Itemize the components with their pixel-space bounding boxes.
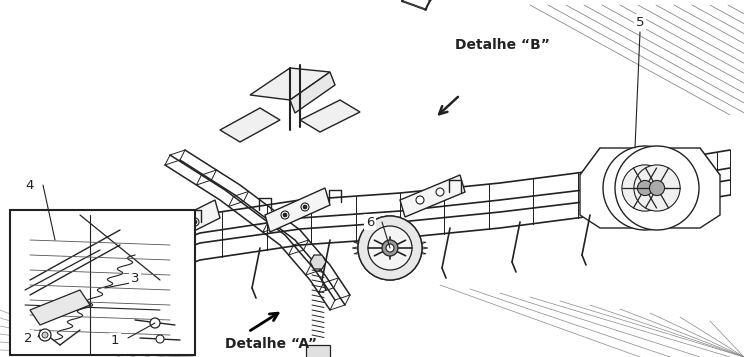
Circle shape <box>615 146 699 230</box>
Polygon shape <box>398 230 402 233</box>
Circle shape <box>436 188 444 196</box>
Polygon shape <box>398 263 402 266</box>
Circle shape <box>638 180 652 196</box>
Polygon shape <box>55 210 95 280</box>
Circle shape <box>416 196 424 204</box>
Polygon shape <box>265 188 330 232</box>
Text: 6: 6 <box>366 216 374 228</box>
Polygon shape <box>359 256 365 259</box>
Polygon shape <box>414 237 421 240</box>
Polygon shape <box>306 345 330 357</box>
Polygon shape <box>359 237 365 240</box>
Polygon shape <box>310 255 326 269</box>
Polygon shape <box>368 233 373 236</box>
Polygon shape <box>220 108 280 142</box>
Text: Detalhe “B”: Detalhe “B” <box>455 38 550 52</box>
Polygon shape <box>407 233 412 236</box>
Circle shape <box>368 226 412 270</box>
Circle shape <box>358 216 422 280</box>
Circle shape <box>67 257 77 267</box>
Polygon shape <box>414 256 421 259</box>
Circle shape <box>303 205 307 209</box>
Polygon shape <box>580 148 720 228</box>
Polygon shape <box>378 230 382 233</box>
Circle shape <box>150 318 160 328</box>
Text: Detalhe “A”: Detalhe “A” <box>225 337 317 351</box>
Text: 1: 1 <box>111 335 119 347</box>
Polygon shape <box>400 175 465 217</box>
Circle shape <box>622 165 668 211</box>
Circle shape <box>603 146 687 230</box>
Polygon shape <box>388 264 392 267</box>
Text: 3: 3 <box>131 272 139 285</box>
Polygon shape <box>378 263 382 266</box>
Circle shape <box>301 203 309 211</box>
Circle shape <box>193 220 197 224</box>
Polygon shape <box>388 229 392 232</box>
Polygon shape <box>420 252 426 254</box>
Circle shape <box>634 165 680 211</box>
Polygon shape <box>354 242 360 244</box>
Polygon shape <box>407 260 412 263</box>
Polygon shape <box>422 247 428 249</box>
Polygon shape <box>420 242 426 244</box>
Polygon shape <box>55 210 92 242</box>
Circle shape <box>382 240 398 256</box>
Polygon shape <box>300 100 360 132</box>
Polygon shape <box>250 68 330 100</box>
Text: 2: 2 <box>24 332 32 345</box>
Polygon shape <box>10 210 195 355</box>
Circle shape <box>281 211 289 219</box>
Circle shape <box>173 228 177 232</box>
Polygon shape <box>30 290 90 325</box>
Circle shape <box>386 244 394 252</box>
Text: 5: 5 <box>636 15 644 29</box>
Circle shape <box>67 237 77 247</box>
Circle shape <box>39 329 51 341</box>
Circle shape <box>650 180 664 196</box>
Polygon shape <box>352 247 358 249</box>
Text: 4: 4 <box>26 178 34 191</box>
Polygon shape <box>368 260 373 263</box>
Circle shape <box>382 240 398 256</box>
Circle shape <box>171 226 179 234</box>
Circle shape <box>191 218 199 226</box>
Circle shape <box>156 335 164 343</box>
Polygon shape <box>354 252 360 254</box>
Circle shape <box>368 226 412 270</box>
Polygon shape <box>155 200 220 248</box>
Circle shape <box>358 216 422 280</box>
Circle shape <box>42 332 48 338</box>
Circle shape <box>283 213 287 217</box>
Polygon shape <box>290 72 335 113</box>
